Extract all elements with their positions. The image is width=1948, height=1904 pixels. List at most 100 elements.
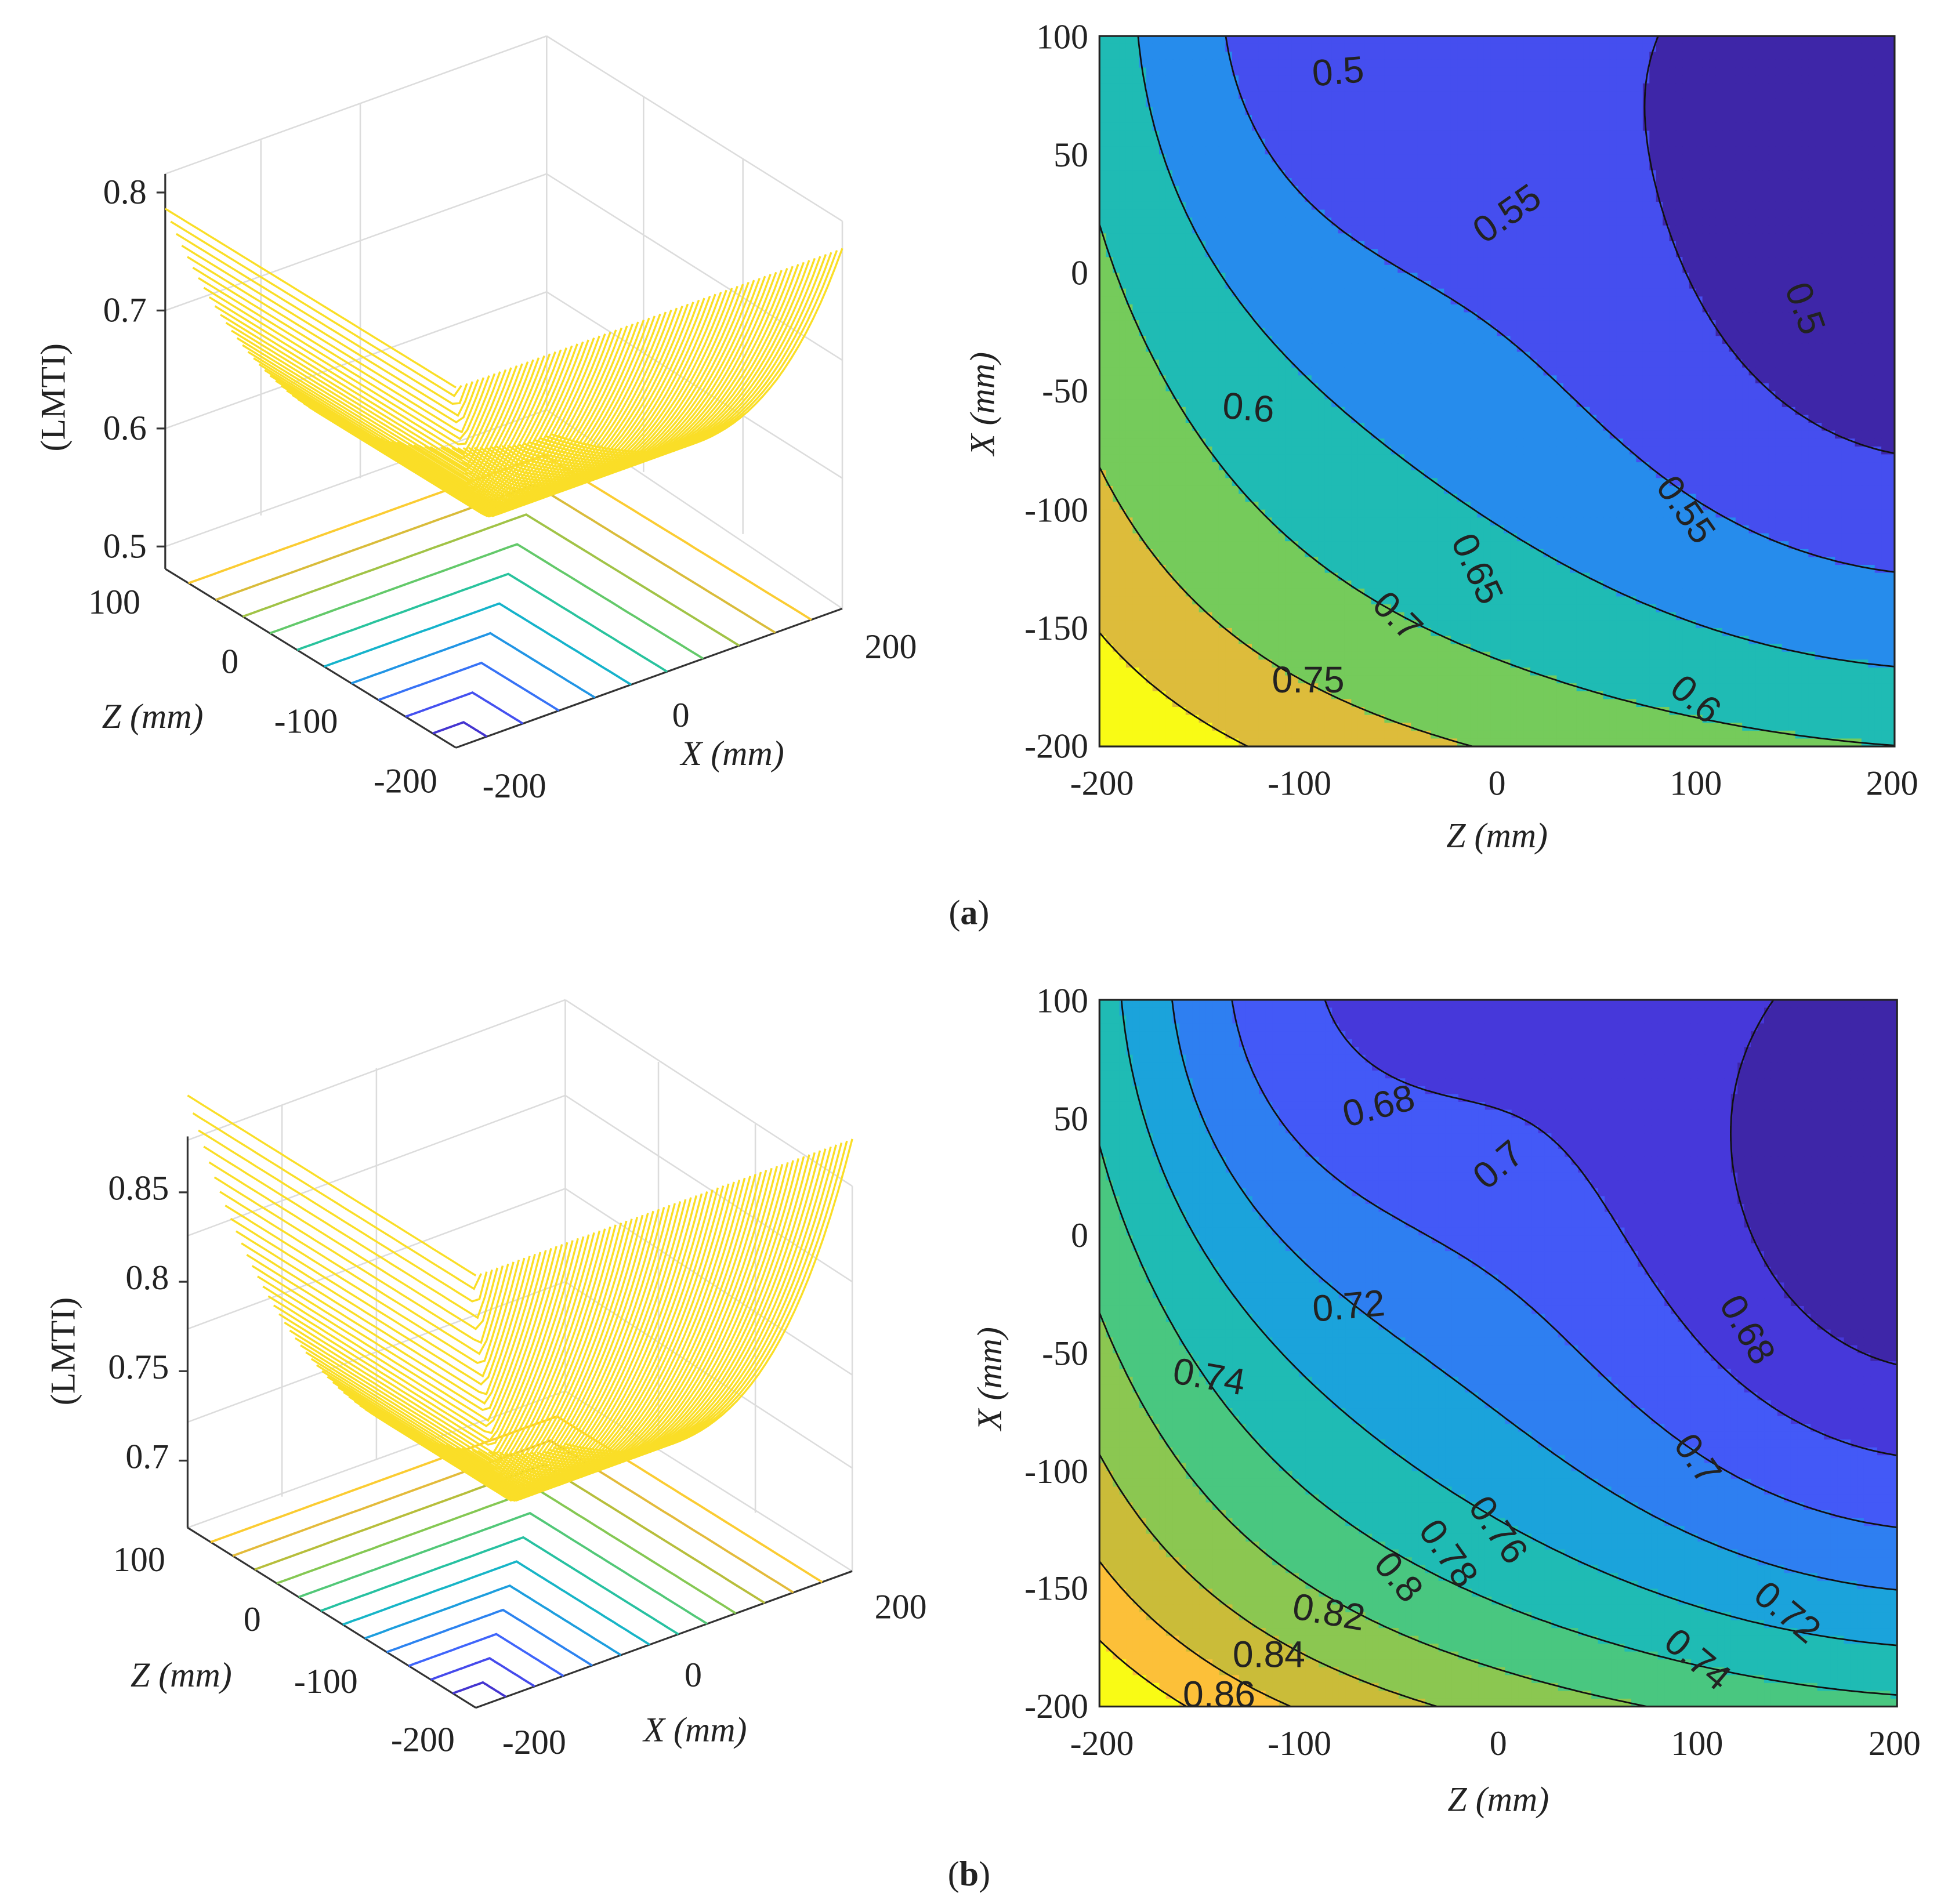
- b2d-xtick-neg200: -200: [1070, 1724, 1134, 1762]
- a3d-surface-line-68: [176, 233, 468, 405]
- a3d-floor-contour-9: [432, 721, 488, 738]
- b3d-floor-contour-6: [342, 1560, 650, 1646]
- a3d-ytick-neg100: -100: [274, 702, 338, 741]
- b3d-surface-line-64: [219, 1191, 509, 1355]
- b3d-surface-line-44: [327, 1224, 617, 1486]
- a3d-ytick-neg200: -200: [374, 761, 437, 800]
- b3d-surface-line-69: [192, 1112, 482, 1290]
- a3d-surface-line-51: [269, 349, 562, 502]
- a3d-surface-line-49: [280, 345, 573, 508]
- b3d-floor-contour-5: [320, 1536, 679, 1635]
- b2d-xlabel: Z (mm): [1447, 1780, 1549, 1818]
- a3d-floor-contour-7: [378, 661, 560, 712]
- a3d-surface-mesh: [164, 208, 843, 518]
- a3d-floor-contour-3: [269, 543, 704, 660]
- a3d-surface-line-54: [253, 355, 545, 494]
- b3d-axes: [179, 1136, 853, 1709]
- b3d-surface-line-59: [246, 1253, 536, 1405]
- a2d-xtick-0: 0: [1489, 764, 1506, 803]
- b3d-ztick-0.8: 0.8: [125, 1259, 169, 1297]
- b3d-floor-contour-3: [276, 1488, 737, 1615]
- a3d-xtick-200: 200: [865, 628, 917, 666]
- b3d-xlabel: X (mm): [642, 1710, 747, 1749]
- a3d-surface-line-66: [187, 256, 479, 424]
- a3d-surface-line-62: [208, 296, 501, 455]
- b3d-surface-line-62: [230, 1217, 520, 1378]
- a3d-floor-contours: [188, 454, 812, 738]
- b2d-contour-label-2: 0.72: [1310, 1282, 1386, 1330]
- a3d-floor-contour-4: [296, 572, 668, 673]
- b3d-ylabel: Z (mm): [131, 1656, 232, 1694]
- b3d-surface-line-65: [213, 1176, 504, 1344]
- panel-a-contour-plot: 0.50.550.50.60.550.650.70.75 0.6 100 50 0…: [963, 18, 1918, 855]
- a3d-ztick-0.7: 0.7: [103, 291, 147, 329]
- b3d-surface-line-56: [262, 1247, 552, 1428]
- a3d-floor-contour-2: [242, 513, 740, 647]
- b2d-ytick-0: 0: [1071, 1216, 1088, 1254]
- b2d-contour-label-10: 0.84: [1233, 1634, 1305, 1675]
- b3d-surface-line-58: [251, 1252, 542, 1411]
- b3d-floor-contour-7: [364, 1584, 622, 1656]
- a3d-floor-contour-8: [405, 691, 524, 725]
- b3d-ztick-0.85: 0.85: [108, 1169, 169, 1207]
- b3d-floor-contour-9: [408, 1633, 564, 1677]
- a2d-contour-label-0: 0.5: [1310, 48, 1366, 95]
- a3d-surface-line-53: [258, 353, 551, 495]
- a2d-contour-lines: [1099, 36, 1895, 747]
- a3d-ztick-0.8: 0.8: [103, 173, 147, 211]
- b3d-floor-contour-10: [430, 1657, 535, 1688]
- a3d-surface-line-64: [198, 277, 490, 441]
- a2d-ytick-50: 50: [1053, 136, 1088, 174]
- a2d-contour-level-0.6: [1137, 36, 1895, 668]
- a3d-ytick-0: 0: [221, 643, 238, 681]
- a3d-surface-line-57: [236, 337, 529, 483]
- b2d-contour-label-11: 0.86: [1183, 1674, 1255, 1716]
- b3d-surface-line-54: [273, 1244, 563, 1442]
- b2d-contour-level-0.72: [1231, 999, 1898, 1529]
- b3d-surface-mesh: [187, 1094, 853, 1502]
- b2d-contour-fills: [1099, 999, 1898, 1707]
- b2d-xtick-100: 100: [1671, 1724, 1723, 1762]
- b3d-surface-line-47: [310, 1230, 601, 1477]
- b3d-xtick-0: 0: [685, 1656, 702, 1694]
- b2d-ytick-50: 50: [1053, 1100, 1088, 1138]
- b3d-surface-line-43: [332, 1223, 622, 1487]
- a2d-ytick-neg200: -200: [1024, 727, 1088, 765]
- a2d-ytick-neg50: -50: [1042, 372, 1088, 410]
- b3d-ytick-0: 0: [244, 1600, 261, 1638]
- a2d-contour-label-7: 0.75: [1272, 659, 1345, 701]
- b3d-floor-contour-1: [232, 1439, 794, 1594]
- b3d-ytick-neg200: -200: [391, 1721, 455, 1759]
- panel-b-contour-plot: 0.680.70.720.740.680.70.760.780.80.820.8…: [971, 981, 1921, 1818]
- b3d-ytick-neg100: -100: [294, 1662, 358, 1700]
- a3d-surface-line-69: [170, 220, 462, 398]
- b3d-xtick-neg200: -200: [502, 1723, 566, 1761]
- a3d-ztick-0.6: 0.6: [103, 409, 147, 447]
- a3d-surface-line-55: [247, 351, 540, 490]
- b3d-surface-line-70: [187, 1094, 477, 1276]
- a2d-ytick-neg150: -150: [1024, 609, 1088, 647]
- a2d-contour-level-0.5: [1643, 36, 1895, 455]
- b3d-surface-line-52: [284, 1240, 574, 1455]
- a3d-floor-contour-0: [188, 454, 812, 621]
- b3d-surface-line-48: [305, 1232, 595, 1471]
- b3d-surface-line-60: [241, 1242, 531, 1396]
- a3d-xtick-0: 0: [672, 696, 690, 734]
- b3d-surface-line-57: [257, 1250, 547, 1422]
- b3d-surface-line-67: [203, 1145, 493, 1319]
- b2d-ylabel: X (mm): [971, 1327, 1009, 1431]
- b3d-floor-contour-8: [386, 1608, 593, 1667]
- b3d-ztick-0.75: 0.75: [108, 1348, 169, 1386]
- a2d-ytick-0: 0: [1071, 253, 1088, 292]
- panel-b-3d-surface-plot: 0.85 0.8 0.75 0.7 (LMTI) 100 0 -100 -200…: [44, 999, 927, 1761]
- b3d-surface-line-63: [225, 1205, 515, 1365]
- a3d-surface-line-63: [203, 286, 496, 445]
- a3d-xlabel: X (mm): [680, 734, 784, 773]
- a3d-surface-line-52: [264, 351, 556, 501]
- b3d-surface-line-51: [289, 1238, 579, 1458]
- a2d-contour-fills: [1099, 36, 1895, 747]
- b3d-surface-line-41: [343, 1218, 633, 1493]
- a3d-surface-line-48: [286, 343, 578, 508]
- b2d-contour-level-0.74: [1171, 999, 1898, 1591]
